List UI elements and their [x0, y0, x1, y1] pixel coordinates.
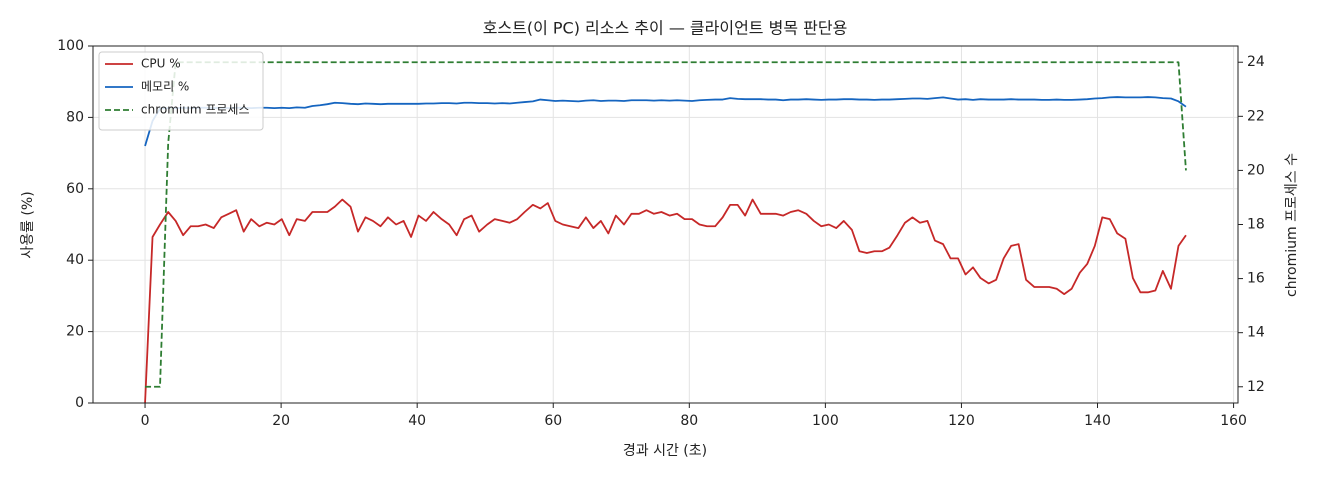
series-line [144, 198, 1187, 404]
y-tick-label: 40 [66, 252, 84, 268]
legend-box [98, 51, 264, 131]
y-tick-label: 20 [66, 324, 84, 340]
x-tick-label: 160 [1220, 413, 1247, 429]
x-tick-label: 140 [1084, 413, 1111, 429]
y2-tick-label: 12 [1247, 379, 1265, 395]
x-tick-label: 20 [272, 413, 290, 429]
y2-tick-label: 18 [1247, 217, 1265, 233]
legend-label: 메모리 % [141, 80, 189, 94]
plot-frame [92, 45, 1239, 404]
x-tick-label: 80 [680, 413, 698, 429]
legend-label: CPU % [141, 57, 181, 71]
legend: CPU % 메모리 % chromium 프로세스 [98, 51, 264, 131]
y-tick-label: 60 [66, 181, 84, 197]
series-line [144, 96, 1187, 147]
y2-axis-label: chromium 프로세스 수 [1284, 153, 1300, 297]
x-tick-label: 60 [544, 413, 562, 429]
legend-label: chromium 프로세스 [141, 103, 250, 117]
x-tick-label: 120 [948, 413, 975, 429]
x-axis-label: 경과 시간 (초) [623, 443, 707, 459]
y-tick-label: 0 [75, 395, 84, 411]
x-tick-label: 100 [812, 413, 839, 429]
x-tick-label: 40 [408, 413, 426, 429]
y2-tick-label: 16 [1247, 271, 1265, 287]
y2-tick-label: 22 [1247, 108, 1265, 124]
y-tick-label: 100 [57, 38, 84, 54]
y-tick-label: 80 [66, 109, 84, 125]
y-axis-label: 사용률 (%) [20, 191, 36, 258]
x-tick-label: 0 [141, 413, 150, 429]
chart-title: 호스트(이 PC) 리소스 추이 — 클라이언트 병목 판단용 [483, 19, 848, 38]
y2-tick-label: 20 [1247, 162, 1265, 178]
y2-tick-label: 24 [1247, 54, 1265, 70]
y2-tick-label: 14 [1247, 325, 1265, 341]
